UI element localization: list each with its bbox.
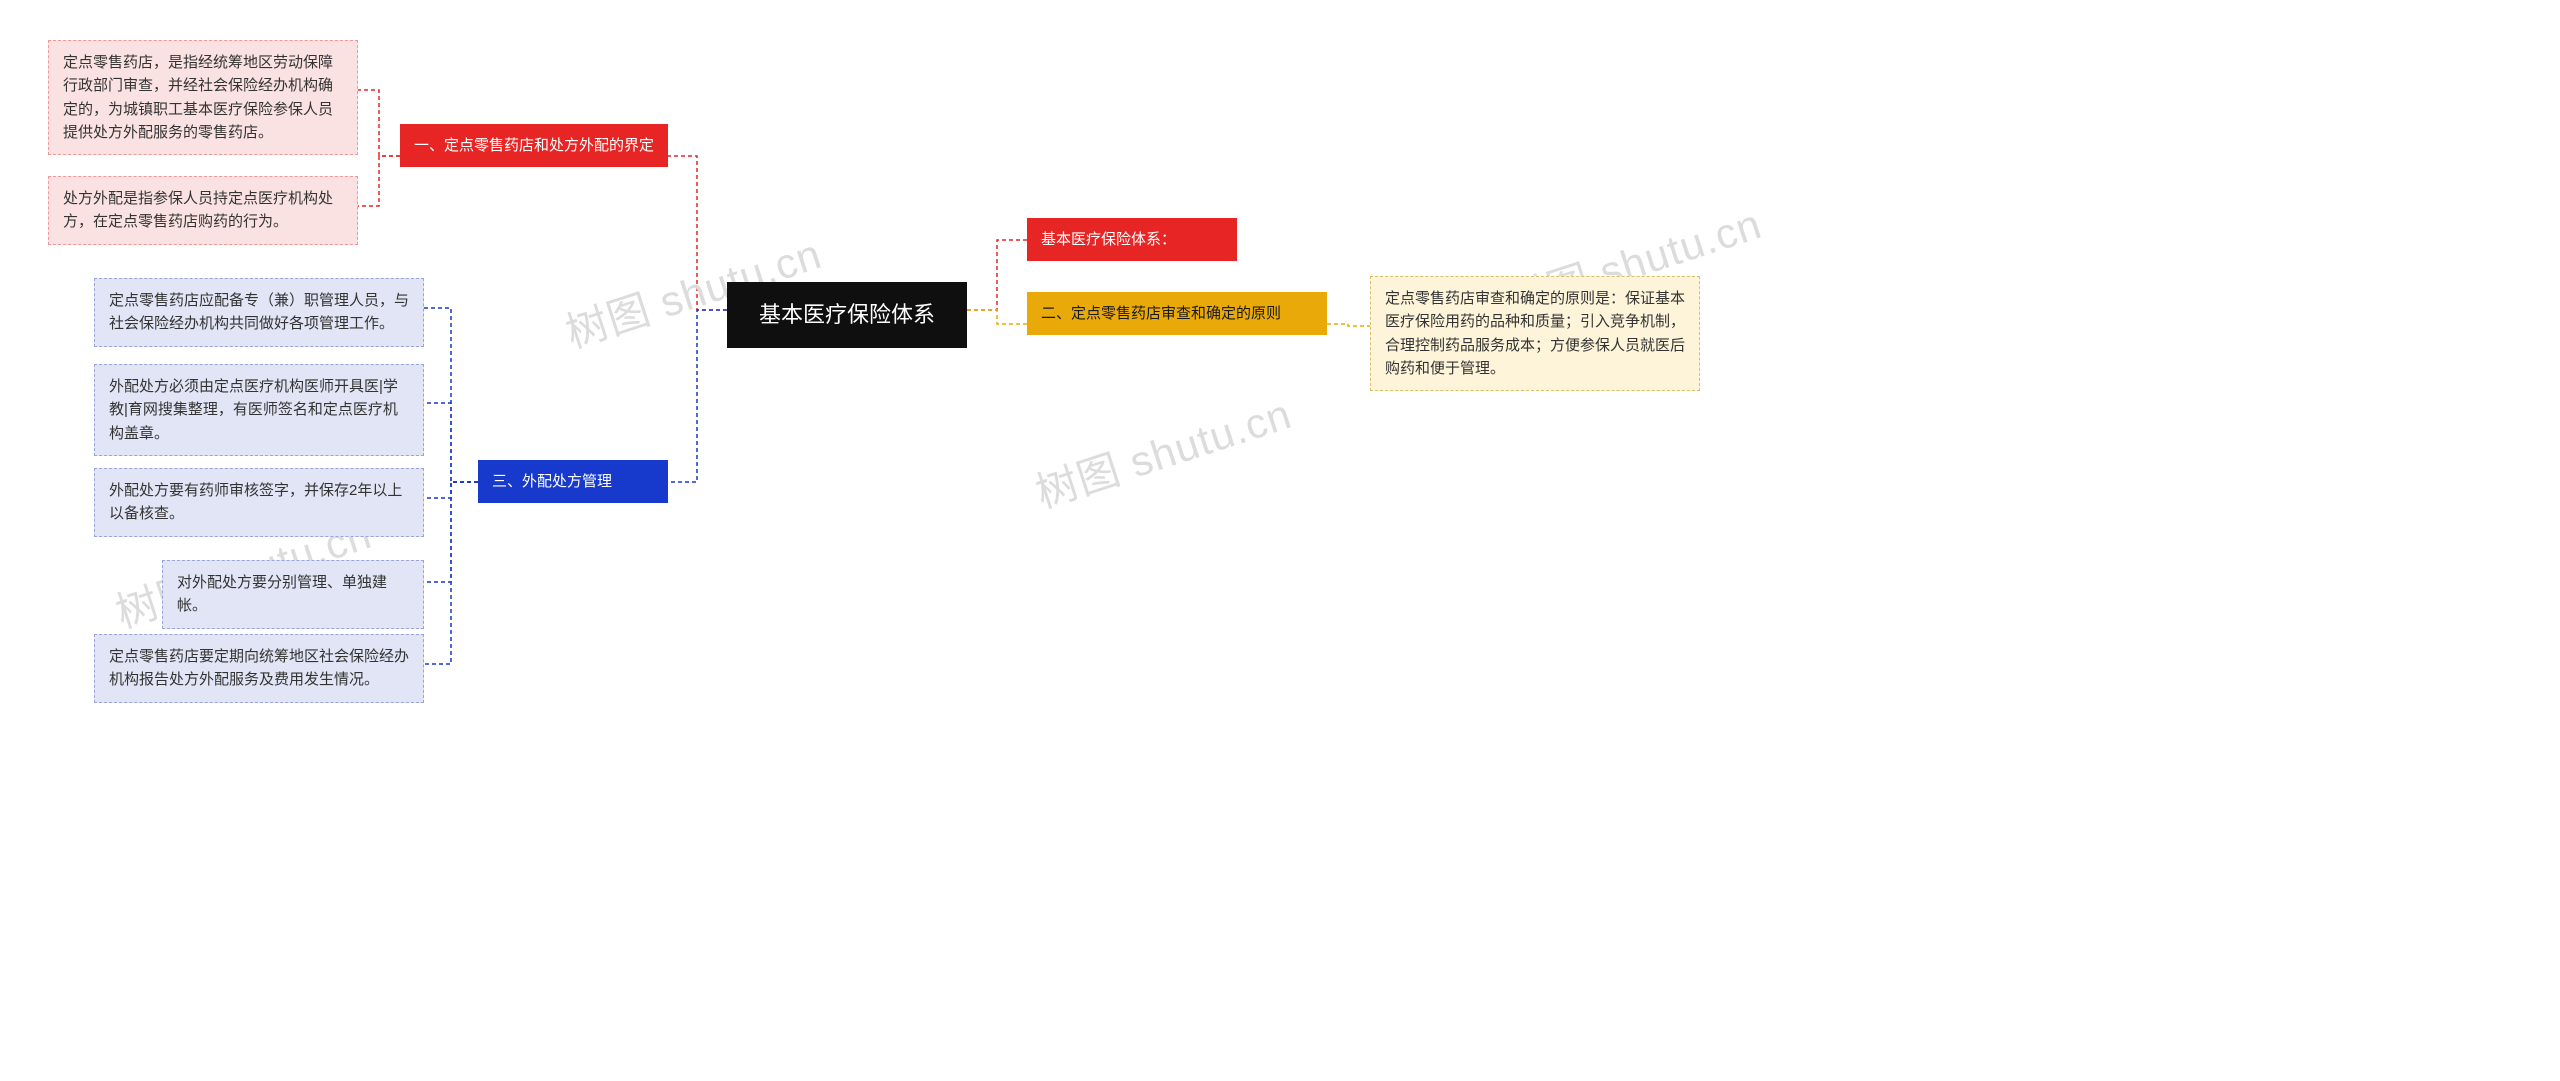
leaf-left-2-2: 外配处方必须由定点医疗机构医师开具医|学教|育网搜集整理，有医师签名和定点医疗机…: [94, 364, 424, 456]
leaf-left-1-2: 处方外配是指参保人员持定点医疗机构处方，在定点零售药店购药的行为。: [48, 176, 358, 245]
branch-left-2: 三、外配处方管理: [478, 460, 668, 503]
branch-right-1: 基本医疗保险体系：: [1027, 218, 1237, 261]
leaf-left-2-5: 定点零售药店要定期向统筹地区社会保险经办机构报告处方外配服务及费用发生情况。: [94, 634, 424, 703]
leaf-left-2-3: 外配处方要有药师审核签字，并保存2年以上以备核查。: [94, 468, 424, 537]
leaf-right-2-1: 定点零售药店审查和确定的原则是：保证基本医疗保险用药的品种和质量；引入竞争机制，…: [1370, 276, 1700, 391]
leaf-left-2-1: 定点零售药店应配备专（兼）职管理人员，与社会保险经办机构共同做好各项管理工作。: [94, 278, 424, 347]
watermark: 树图 shutu.cn: [1027, 380, 1298, 520]
mindmap-center: 基本医疗保险体系: [727, 282, 967, 348]
connector-layer: [0, 0, 2560, 1081]
branch-right-2: 二、定点零售药店审查和确定的原则: [1027, 292, 1327, 335]
branch-left-1: 一、定点零售药店和处方外配的界定: [400, 124, 668, 167]
leaf-left-1-1: 定点零售药店，是指经统筹地区劳动保障行政部门审查，并经社会保险经办机构确定的，为…: [48, 40, 358, 155]
leaf-left-2-4: 对外配处方要分别管理、单独建帐。: [162, 560, 424, 629]
